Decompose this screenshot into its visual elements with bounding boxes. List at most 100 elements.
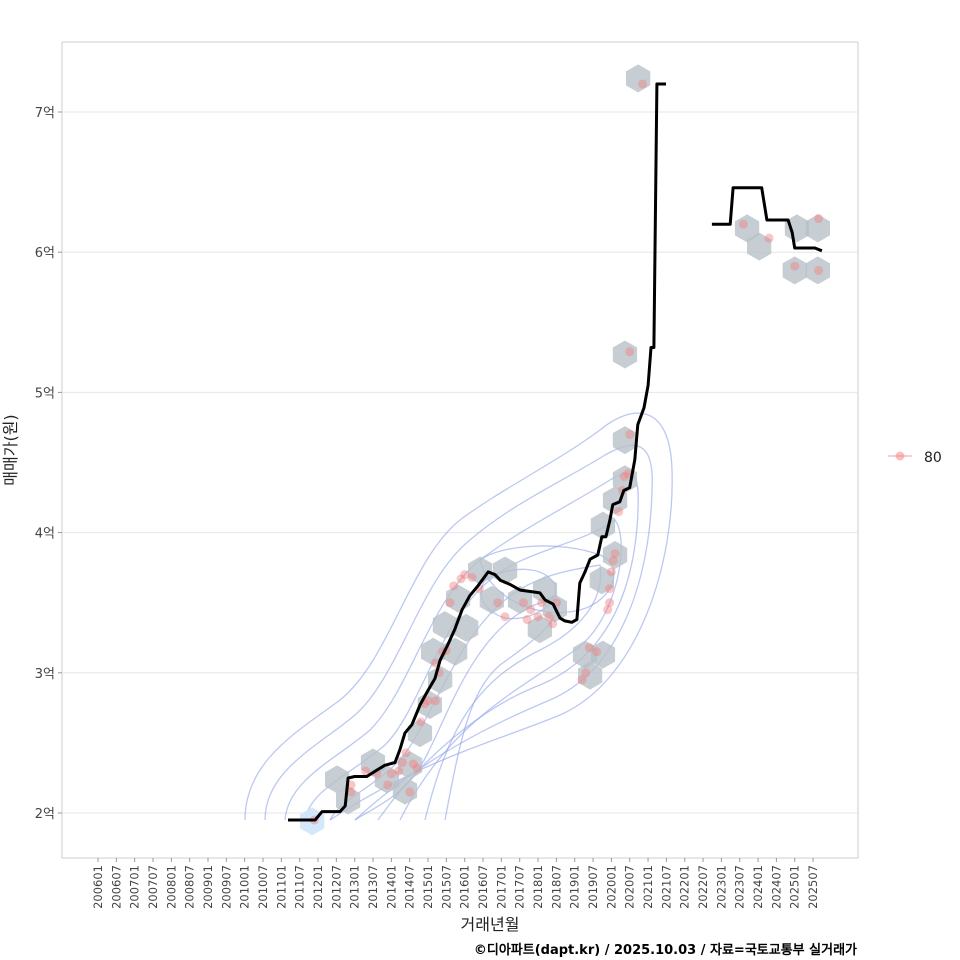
x-tick-label: 201501 [421,865,435,909]
data-point [416,717,426,727]
hexbin [782,256,807,285]
x-tick-label: 202407 [769,865,783,909]
y-tick-label: 3억 [35,667,55,682]
data-point [619,472,629,482]
data-point [522,615,532,625]
legend-marker [895,451,905,461]
points-layer [309,79,824,825]
hexbin [428,665,453,694]
density-contours [244,412,673,821]
data-point [764,233,774,243]
x-tick-label: 201007 [256,865,270,909]
data-point [544,612,554,622]
x-tick-label: 202507 [806,865,820,909]
hexbin [626,64,651,93]
x-tick-label: 202101 [641,865,655,909]
hexbin [468,556,493,585]
data-point [405,787,415,797]
x-tick-label: 202107 [659,865,673,909]
data-point [460,570,470,580]
x-tick-label: 201307 [366,865,380,909]
x-tick-label: 201107 [293,865,307,909]
data-point [408,759,418,769]
x-tick-label: 201707 [513,865,527,909]
hexbin [805,256,830,285]
series-line-moving-average-2 [711,186,823,253]
data-point [577,675,587,685]
data-point [383,780,393,790]
y-axis: 2억 3억 4억 5억 6억 7억 [35,106,62,822]
data-point [394,766,404,776]
x-tick-label: 201701 [494,865,508,909]
y-tick-label: 6억 [35,246,55,261]
data-point [346,787,356,797]
data-point [584,643,594,653]
data-point [526,605,536,615]
hexbin [392,776,418,805]
x-tick-label: 201101 [274,865,288,909]
contour-line [284,472,639,821]
x-tick-label: 200707 [146,865,160,909]
data-point [605,598,615,608]
data-point [738,219,748,229]
lines-layer [288,82,823,822]
x-tick-label: 200807 [183,865,197,909]
data-point [606,567,616,577]
hexbin [527,615,552,644]
x-tick-label: 200907 [219,865,233,909]
x-tick-label: 202201 [678,865,692,909]
y-axis-title: 매매가(원) [1,414,20,485]
legend-label: 80 [924,450,942,466]
data-point [625,347,635,357]
x-tick-label: 200801 [164,865,178,909]
x-tick-label: 200901 [201,865,215,909]
hexbin [805,214,830,243]
x-tick-label: 202007 [623,865,637,909]
hexbin [578,661,603,690]
hexbin [602,486,628,515]
data-point [814,214,824,224]
hexbin [784,214,810,243]
x-tick-label: 201907 [586,865,600,909]
data-point [412,763,422,773]
hexbin [589,566,614,595]
x-tick-label: 201407 [403,865,417,909]
hexbin [590,640,616,669]
data-point [397,758,407,768]
x-tick-label: 200601 [91,865,105,909]
x-tick-label: 202307 [733,865,747,909]
data-point [603,605,613,615]
data-point [467,572,477,582]
x-tick-label: 200607 [109,865,123,909]
hexbin [612,340,638,369]
x-tick-label: 200701 [128,865,142,909]
x-tick-label: 201601 [458,865,472,909]
data-point [608,556,618,566]
data-point [623,469,633,479]
hexbin [454,613,479,642]
x-tick-label: 201801 [531,865,545,909]
hexbin [325,765,350,794]
data-point [614,507,624,517]
data-point [548,619,558,629]
plot-panel [61,41,859,859]
hexbin [612,426,638,455]
data-point [361,766,371,776]
data-point [518,598,528,608]
x-tick-label: 202501 [788,865,802,909]
data-point [445,598,455,608]
grid [62,111,858,814]
data-point [500,612,510,622]
x-tick-label: 201901 [568,865,582,909]
x-tick-label: 202001 [604,865,618,909]
x-axis-title: 거래년월 [461,915,520,934]
y-tick-label: 7억 [35,106,55,121]
hexbin [479,585,504,614]
data-point [493,598,503,608]
x-tick-label: 201301 [348,865,362,909]
data-point [430,696,440,706]
x-tick-label: 201807 [549,865,563,909]
x-tick-label: 201207 [329,865,343,909]
